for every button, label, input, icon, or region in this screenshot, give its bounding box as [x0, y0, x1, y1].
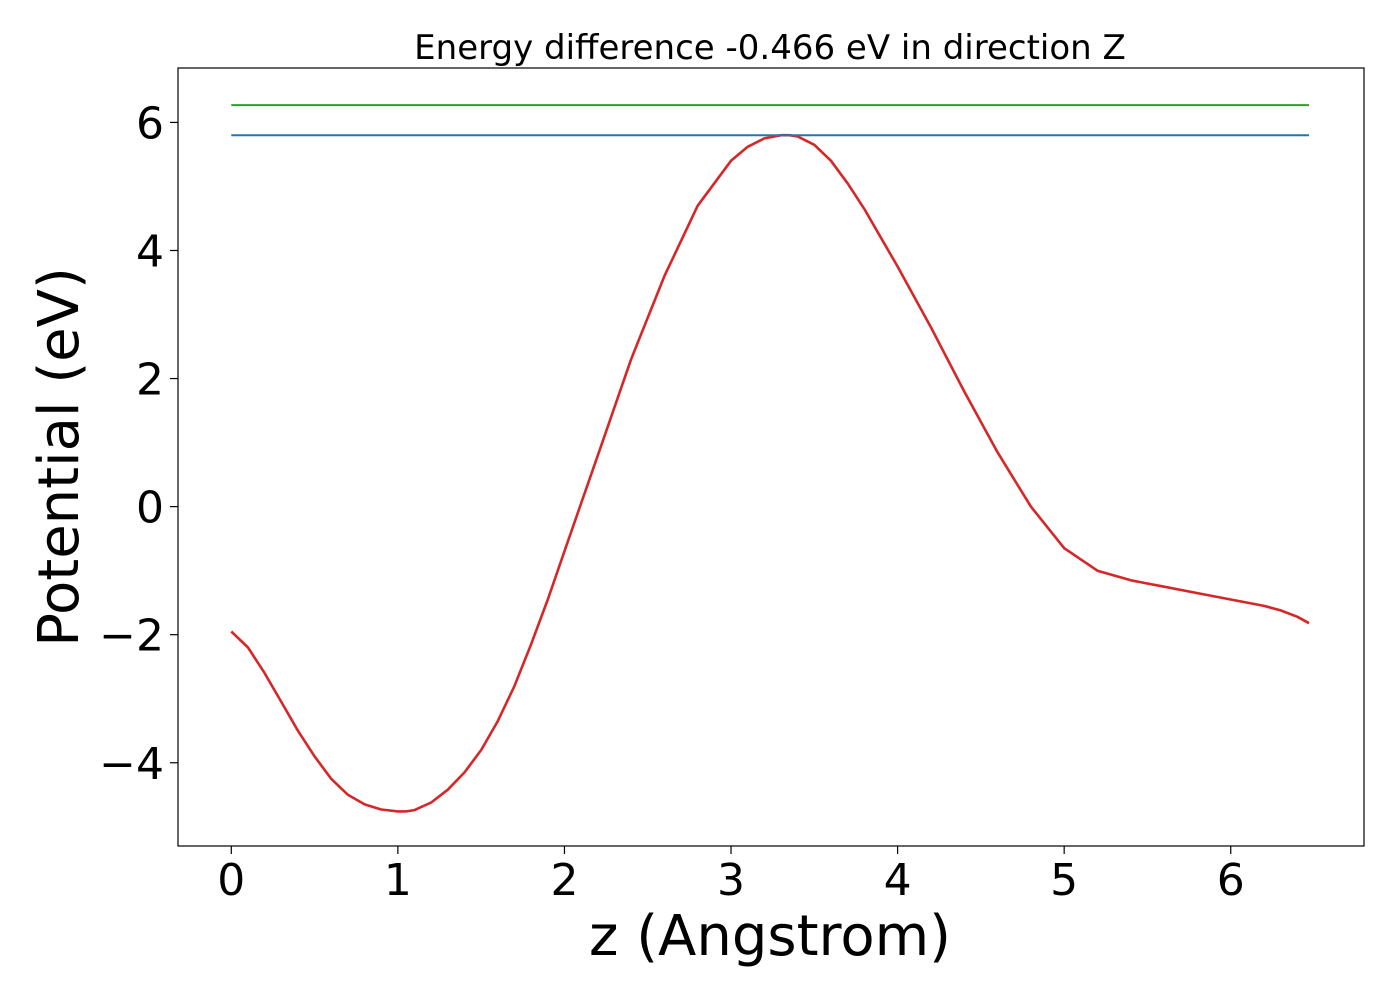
y-tick-label: −4 [99, 739, 164, 790]
y-tick-label: 6 [136, 98, 164, 149]
plot-frame [177, 67, 1365, 847]
y-axis-label: Potential (eV) [27, 267, 92, 647]
x-tick-label: 2 [550, 855, 578, 906]
x-axis: 0 1 2 3 4 5 6 [217, 846, 1245, 906]
x-tick-label: 6 [1217, 855, 1245, 906]
y-tick-label: 0 [136, 483, 164, 534]
plot-area [230, 104, 1310, 813]
x-tick-label: 0 [217, 855, 245, 906]
y-axis: −4 −2 0 2 4 6 [99, 98, 178, 790]
y-tick-label: 4 [136, 226, 164, 277]
x-tick-label: 5 [1050, 855, 1078, 906]
x-tick-label: 4 [884, 855, 912, 906]
series-line-0 [230, 133, 1310, 813]
chart-title: Energy difference -0.466 eV in direction… [414, 28, 1126, 68]
y-tick-label: 2 [136, 355, 164, 406]
x-tick-label: 3 [717, 855, 745, 906]
y-tick-label: −2 [99, 611, 164, 662]
x-axis-label: z (Angstrom) [589, 904, 951, 969]
x-tick-label: 1 [384, 855, 412, 906]
